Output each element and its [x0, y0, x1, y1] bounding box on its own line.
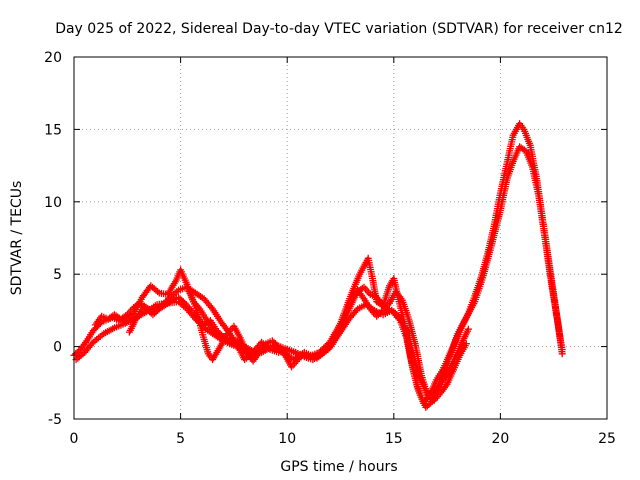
data-point — [88, 340, 96, 348]
x-tick-label: 5 — [176, 431, 185, 447]
data-series-track-c — [125, 283, 472, 398]
data-point — [299, 351, 307, 359]
data-series-track-f — [347, 286, 470, 404]
data-point — [238, 347, 246, 355]
data-point — [464, 325, 472, 333]
axis-ticks: 0 5 10 15 20 25 -5 0 5 10 15 20 — [44, 50, 616, 447]
data-series-track-e — [91, 293, 246, 355]
data-point — [237, 346, 245, 353]
data-point — [358, 284, 366, 292]
y-tick-label: 0 — [53, 340, 62, 356]
data-point — [352, 307, 360, 315]
y-tick-label: -5 — [48, 412, 62, 428]
grid-lines — [74, 57, 607, 419]
data-point — [167, 297, 174, 305]
data-series-track-a — [70, 120, 566, 407]
data-series-track-b — [72, 143, 566, 411]
data-point — [378, 308, 385, 316]
data-point — [558, 350, 566, 358]
data-points — [70, 120, 566, 411]
data-point — [300, 350, 308, 358]
x-tick-label: 0 — [70, 431, 79, 447]
x-tick-label: 10 — [278, 431, 296, 447]
data-point — [224, 337, 232, 345]
x-tick-label: 15 — [385, 431, 403, 447]
x-axis-label: GPS time / hours — [280, 459, 397, 475]
data-point — [179, 298, 187, 306]
x-tick-label: 20 — [491, 431, 509, 447]
y-axis-label: SDTVAR / TECUs — [9, 181, 25, 296]
y-tick-label: 10 — [44, 195, 62, 211]
y-tick-label: 20 — [44, 50, 62, 66]
chart-title: Day 025 of 2022, Sidereal Day-to-day VTE… — [55, 21, 623, 37]
x-tick-label: 25 — [598, 431, 616, 447]
y-tick-label: 5 — [53, 267, 62, 283]
data-point — [462, 340, 470, 348]
y-tick-label: 15 — [44, 122, 62, 138]
plot-frame — [73, 56, 608, 420]
